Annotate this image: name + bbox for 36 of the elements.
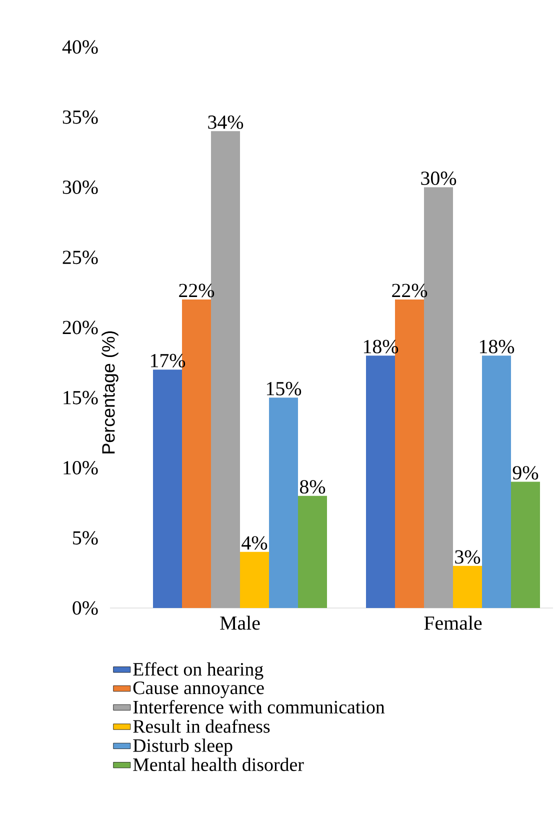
bar [153, 370, 182, 608]
legend-label: Disturb sleep [133, 738, 232, 756]
legend-label: Interference with communication [133, 700, 385, 714]
y-tick-label: 5% [73, 531, 98, 545]
y-tick-label: 30% [62, 180, 98, 194]
legend-label: Effect on hearing [133, 662, 264, 680]
y-tick-label: 40% [62, 40, 98, 54]
legend-label: Result in deafness [133, 719, 270, 733]
bar [453, 566, 482, 608]
data-label: 9% [512, 466, 538, 480]
data-label: 22% [392, 284, 428, 298]
bar [269, 398, 298, 608]
bar [482, 356, 511, 608]
bar [511, 482, 540, 608]
data-label: 3% [455, 550, 480, 564]
data-label: 8% [300, 480, 326, 494]
bar [298, 496, 327, 608]
y-tick-label: 10% [64, 461, 98, 475]
y-tick-label: 20% [62, 320, 98, 334]
bar [240, 552, 269, 608]
data-label: 22% [179, 284, 214, 298]
x-tick-label: Male [220, 616, 260, 630]
data-label: 34% [208, 115, 244, 129]
data-label: 30% [421, 172, 456, 186]
y-tick-label: 15% [64, 390, 98, 404]
y-tick-label: 35% [62, 110, 98, 124]
legend-label: Cause annoyance [133, 682, 264, 698]
data-label: 15% [266, 382, 302, 396]
x-tick-label: Female [424, 616, 482, 630]
data-label: 18% [480, 340, 514, 354]
y-tick-label: 0% [72, 601, 98, 615]
y-axis-title: Percentage (%) [102, 331, 118, 454]
data-label: 4% [242, 536, 268, 550]
legend-label: Mental health disorder [133, 758, 304, 772]
y-tick-label: 25% [62, 250, 98, 264]
bar [366, 356, 395, 608]
